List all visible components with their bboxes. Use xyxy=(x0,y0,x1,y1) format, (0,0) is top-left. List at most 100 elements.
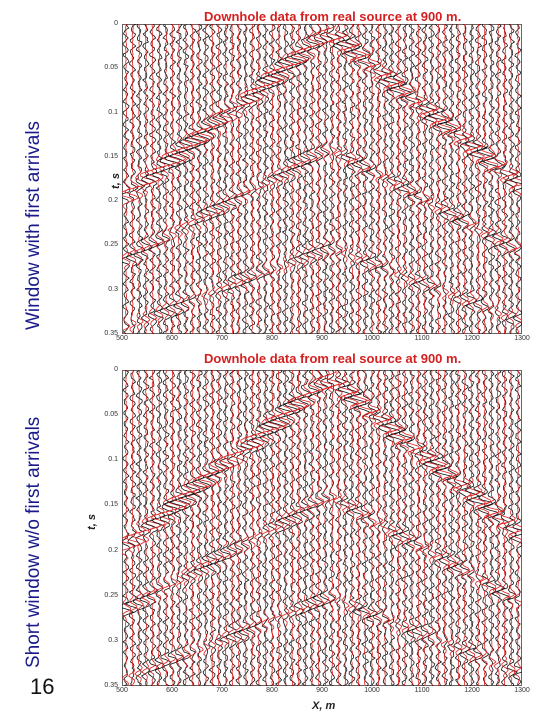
trace-red xyxy=(269,24,286,334)
trace-black xyxy=(225,370,238,686)
trace-red xyxy=(364,370,380,686)
trace-black xyxy=(311,24,325,334)
trace-red xyxy=(159,24,174,334)
trace-black xyxy=(216,24,232,334)
trace-black xyxy=(468,24,489,334)
trace-black xyxy=(233,370,245,686)
trace-black xyxy=(224,24,238,334)
trace-red xyxy=(244,24,260,334)
trace-red xyxy=(264,370,281,686)
trace-red xyxy=(144,24,160,334)
trace-red xyxy=(469,24,486,334)
trace-black xyxy=(319,24,332,334)
x-tick-label: 600 xyxy=(166,687,178,694)
trace-red xyxy=(477,24,493,334)
trace-red xyxy=(249,370,265,686)
trace-red xyxy=(285,24,302,334)
trace-red xyxy=(418,370,435,686)
trace-black xyxy=(205,24,221,334)
trace-red xyxy=(450,24,468,334)
trace-red xyxy=(204,24,221,334)
x-tick-label: 1300 xyxy=(514,335,530,342)
trace-red xyxy=(489,24,507,334)
y-tick-label: 0.35 xyxy=(104,330,118,337)
seismogram-plot xyxy=(122,24,522,334)
y-tick-label: 0.3 xyxy=(108,636,118,644)
trace-red xyxy=(177,24,193,334)
trace-red xyxy=(223,24,239,334)
trace-black xyxy=(168,24,189,334)
trace-black xyxy=(269,370,287,686)
trace-red xyxy=(191,24,208,334)
trace-red xyxy=(444,24,460,334)
trace-red xyxy=(276,24,295,334)
trace-red xyxy=(502,24,519,334)
trace-black xyxy=(443,24,460,334)
plot-frame xyxy=(122,24,522,334)
trace-black xyxy=(417,24,431,334)
trace-black xyxy=(344,370,363,686)
trace-red xyxy=(509,370,522,686)
trace-red xyxy=(356,370,373,686)
y-tick-label: 0.15 xyxy=(104,501,118,509)
trace-red xyxy=(270,370,287,686)
trace-red xyxy=(385,24,401,334)
trace-red xyxy=(192,370,208,686)
trace-red xyxy=(312,370,328,686)
trace-red xyxy=(364,24,380,334)
trace-red xyxy=(423,370,440,686)
trace-black xyxy=(305,370,321,686)
x-axis-title: X, m xyxy=(312,700,336,712)
trace-black xyxy=(405,370,418,686)
x-tick-label: 900 xyxy=(316,687,328,694)
trace-black xyxy=(244,24,258,334)
trace-red xyxy=(230,370,247,686)
y-tick-label: 0 xyxy=(114,366,118,373)
trace-black xyxy=(168,370,189,686)
trace-black xyxy=(257,24,275,334)
trace-red xyxy=(431,24,447,334)
trace-black xyxy=(276,370,295,686)
x-tick-label: 500 xyxy=(116,687,128,694)
trace-red xyxy=(342,370,360,686)
trace-red xyxy=(431,370,447,686)
x-tick-label: 900 xyxy=(316,335,328,342)
x-tick-label: 1300 xyxy=(514,687,530,694)
trace-red xyxy=(239,24,254,334)
trace-red xyxy=(337,370,355,686)
trace-red xyxy=(203,370,220,686)
trace-black xyxy=(319,370,332,686)
trace-red xyxy=(352,370,368,686)
trace-red xyxy=(462,370,481,686)
trace-red xyxy=(223,370,240,686)
trace-red xyxy=(171,370,187,686)
trace-red xyxy=(416,24,435,334)
trace-red xyxy=(455,370,473,686)
trace-red xyxy=(489,370,505,686)
trace-red xyxy=(290,370,309,686)
x-tick-label: 600 xyxy=(166,335,178,342)
trace-black xyxy=(261,24,281,334)
trace-red xyxy=(311,24,328,334)
trace-black xyxy=(366,370,378,686)
trace-red xyxy=(211,24,229,334)
trace-black xyxy=(429,370,449,686)
y-tick-label: 0.2 xyxy=(108,546,118,554)
trace-red xyxy=(397,370,413,686)
trace-red xyxy=(185,24,202,334)
trace-red xyxy=(337,24,355,334)
trace-red xyxy=(251,24,266,334)
trace-red xyxy=(217,24,234,334)
trace-red xyxy=(122,24,134,334)
trace-red xyxy=(422,24,438,334)
seismic-panel-bottom: Downhole data from real source at 900 m.… xyxy=(64,346,540,720)
trace-black xyxy=(185,370,202,686)
trace-black xyxy=(435,370,452,686)
trace-red xyxy=(124,370,141,686)
trace-black xyxy=(305,24,321,334)
trace-red xyxy=(176,370,192,686)
trace-black xyxy=(464,24,479,334)
trace-black xyxy=(132,370,145,686)
trace-black xyxy=(237,370,253,686)
trace-black xyxy=(191,370,209,686)
